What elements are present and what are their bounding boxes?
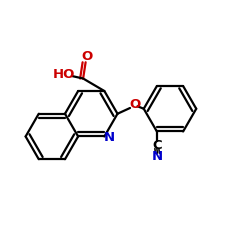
Text: N: N (152, 150, 163, 163)
Text: O: O (129, 98, 140, 112)
Text: O: O (81, 50, 92, 63)
Text: C: C (152, 139, 162, 152)
Text: HO: HO (53, 68, 76, 81)
Text: N: N (104, 131, 115, 144)
